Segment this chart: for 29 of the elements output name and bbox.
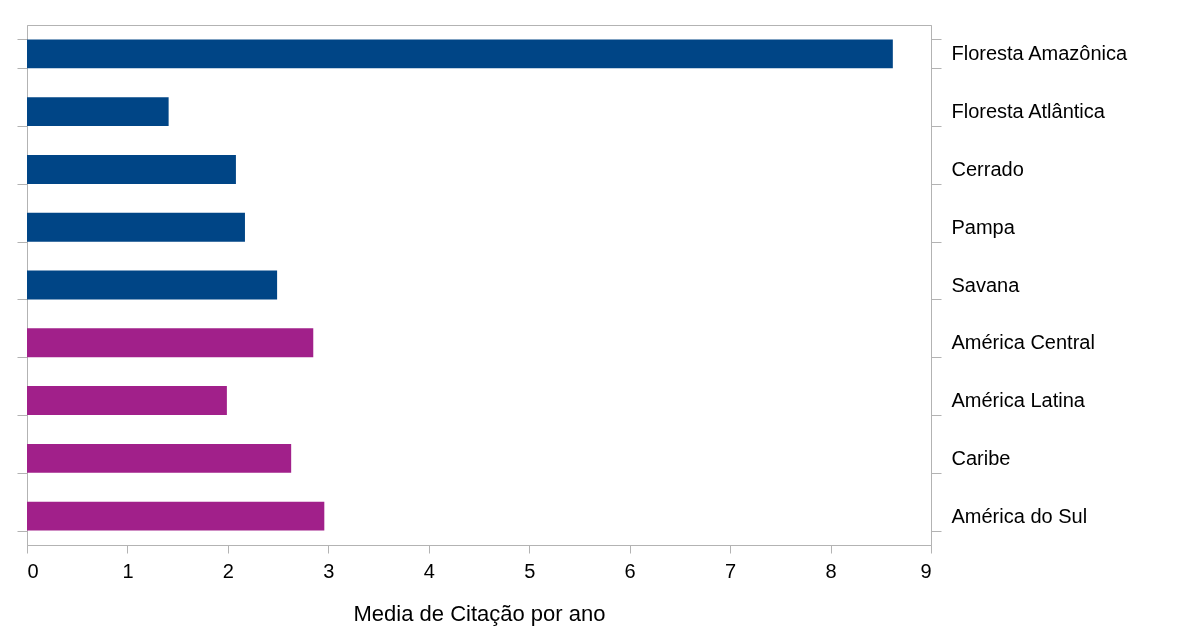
y-tick-label: Floresta Atlântica xyxy=(951,100,1106,123)
x-tick-label: 1 xyxy=(122,559,134,582)
bar xyxy=(27,443,292,473)
y-tick-label: Cerrado xyxy=(951,157,1024,180)
bar xyxy=(27,97,169,127)
bar xyxy=(27,386,227,415)
x-tick-label: 2 xyxy=(222,559,234,582)
bar xyxy=(27,39,893,69)
y-tick-label: América Central xyxy=(951,331,1095,354)
x-tick-label: 3 xyxy=(323,559,335,582)
x-tick-label: 6 xyxy=(624,559,636,582)
y-tick-label: Floresta Amazônica xyxy=(951,42,1129,65)
y-tick-label: Savana xyxy=(951,273,1021,296)
y-tick-label: Pampa xyxy=(951,215,1016,238)
x-tick-label: 8 xyxy=(825,559,837,582)
y-tick-label: América do Sul xyxy=(951,504,1088,527)
x-tick-label: 4 xyxy=(423,559,435,582)
x-tick-label: 9 xyxy=(920,559,932,582)
x-axis-title: Media de Citação por ano xyxy=(353,600,606,626)
bar xyxy=(27,501,325,531)
bar xyxy=(27,212,245,242)
bar xyxy=(27,155,236,184)
x-tick-label: 0 xyxy=(27,559,39,582)
y-tick-label: Caribe xyxy=(951,446,1011,469)
bar xyxy=(27,328,314,358)
y-tick-label: América Latina xyxy=(951,389,1086,412)
x-tick-label: 7 xyxy=(725,559,737,582)
x-tick-label: 5 xyxy=(524,559,536,582)
bar xyxy=(27,270,278,300)
